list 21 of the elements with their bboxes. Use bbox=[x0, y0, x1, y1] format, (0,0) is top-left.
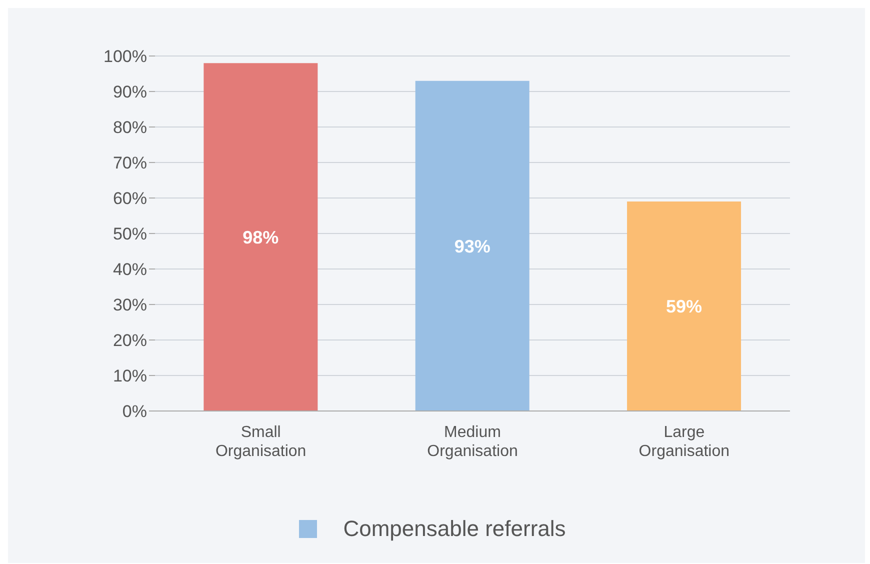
legend-label: Compensable referrals bbox=[343, 516, 566, 542]
y-tick-label: 40% bbox=[112, 260, 147, 280]
bar bbox=[627, 202, 742, 411]
x-tick-label: Small Organisation bbox=[215, 424, 306, 460]
bar bbox=[415, 80, 530, 411]
y-tick-label: 50% bbox=[112, 224, 147, 244]
y-tick-label: 90% bbox=[112, 82, 147, 102]
y-tick-label: 60% bbox=[112, 189, 147, 208]
y-tick-label: 30% bbox=[112, 296, 147, 315]
x-tick-label: Medium Organisation bbox=[427, 424, 518, 460]
bar bbox=[204, 63, 318, 411]
data-label: 98% bbox=[242, 227, 279, 248]
y-tick-label: 100% bbox=[104, 47, 147, 66]
x-tick-label: Large Organisation bbox=[638, 424, 730, 460]
y-tick-label: 70% bbox=[112, 154, 147, 173]
y-tick-label: 20% bbox=[112, 331, 147, 350]
y-tick-label: 0% bbox=[122, 402, 147, 422]
y-tick-label: 10% bbox=[112, 366, 147, 386]
data-label: 93% bbox=[454, 236, 490, 256]
y-tick-label: 80% bbox=[112, 118, 147, 138]
data-label: 59% bbox=[666, 296, 702, 317]
